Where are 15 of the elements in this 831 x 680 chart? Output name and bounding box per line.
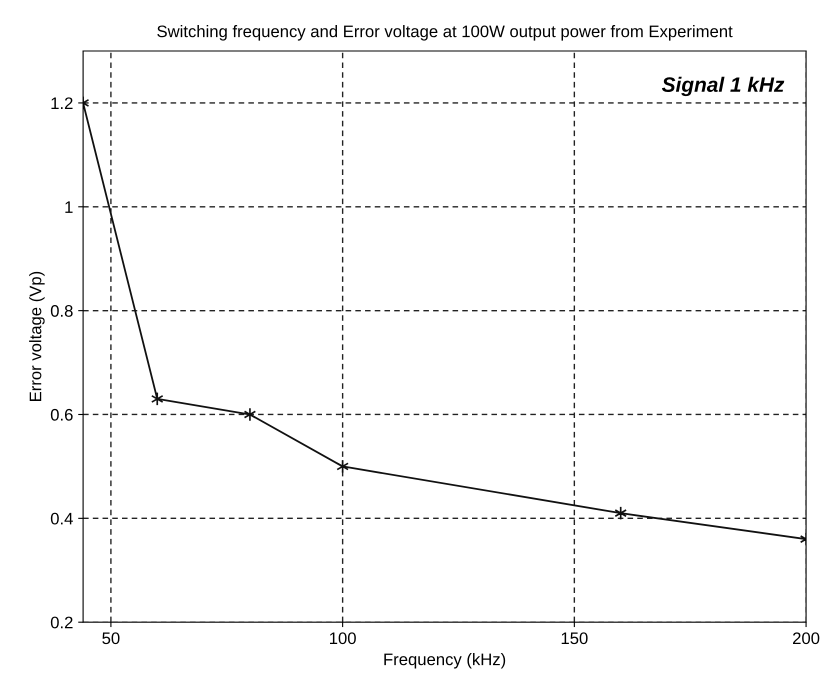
y-tick-label: 0.4 [50, 512, 73, 525]
x-axis-title: Frequency (kHz) [384, 653, 506, 669]
point [244, 407, 256, 422]
y-axis-title: Error voltage (Vp) [29, 272, 45, 401]
x-tick-label: 100 [330, 632, 356, 644]
x-tick-label: 200 [793, 632, 820, 644]
x-tick-label: 50 [102, 632, 120, 644]
chart-title: Switching frequency and Error voltage at 100W output power from Experiment [157, 25, 733, 41]
y-tick-label: 0.8 [50, 305, 73, 317]
y-tick-label: 0.6 [50, 408, 73, 421]
y-tick-label: 1 [65, 201, 73, 213]
y-tick-label: 1.2 [51, 97, 73, 109]
annotation: Signal 1 kHz [662, 76, 784, 96]
x-tick-label: 150 [562, 632, 588, 644]
y-tick-label: 0.2 [50, 616, 73, 628]
